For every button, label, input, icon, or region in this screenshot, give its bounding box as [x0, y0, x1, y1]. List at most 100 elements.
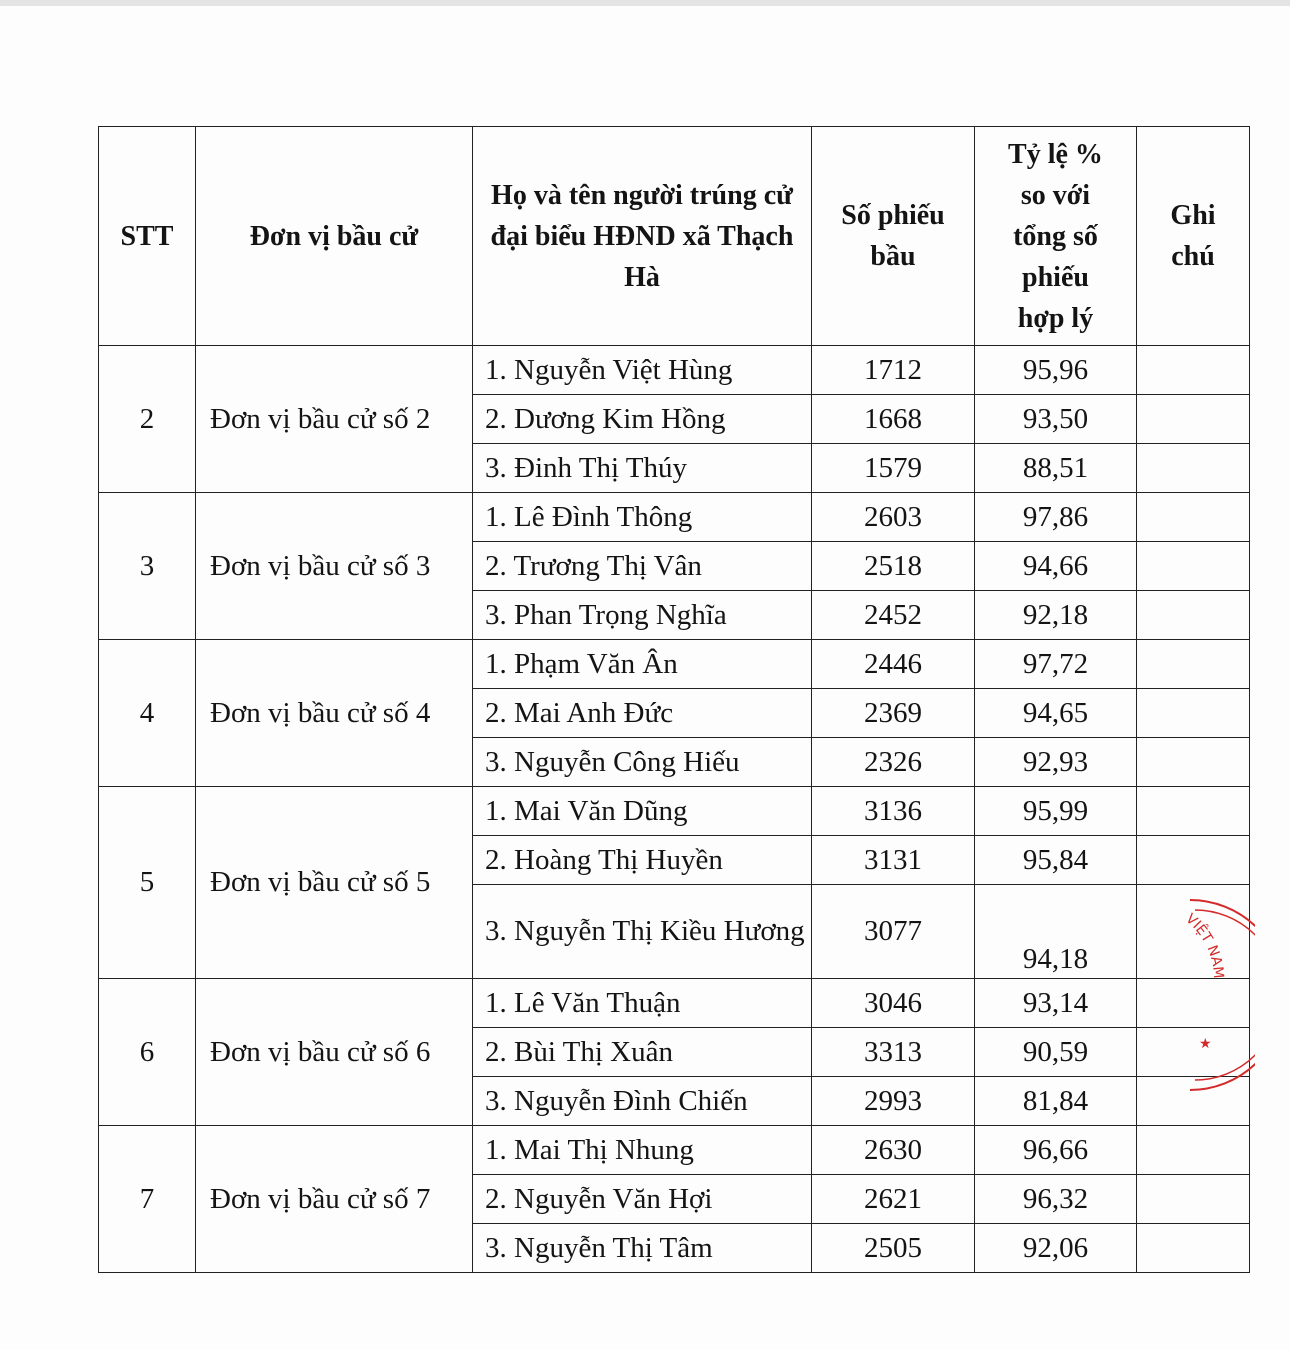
table-row: 2 Đơn vị bầu cử số 2 1. Nguyễn Việt Hùng 17… — [98, 345, 1250, 493]
unit-cell: Đơn vị bầu cử số 7 — [195, 1125, 473, 1273]
candidate-name: 3. Nguyễn Đình Chiến — [472, 1076, 812, 1126]
table-row: 3. Phan Trọng Nghĩa 2452 92,18 — [99, 590, 1250, 640]
percent-cell: 93,50 — [974, 394, 1137, 444]
note-cell — [1136, 541, 1250, 591]
percent-cell: 92,18 — [974, 590, 1137, 640]
note-cell — [1136, 443, 1250, 493]
table-row: 7 Đơn vị bầu cử số 7 1. Mai Thị Nhung 2630 9… — [98, 1125, 1250, 1273]
note-cell — [1136, 1223, 1250, 1273]
table-row: 5 Đơn vị bầu cử số 5 1. Mai Văn Dũng 3136 95… — [98, 786, 1250, 979]
percent-cell: 95,99 — [974, 786, 1137, 836]
candidate-name: 1. Mai Thị Nhung — [472, 1125, 812, 1175]
votes-cell: 2446 — [811, 639, 975, 689]
table-row: 3 Đơn vị bầu cử số 3 1. Lê Đình Thông 2603 9… — [98, 492, 1250, 640]
votes-cell: 2369 — [811, 688, 975, 738]
votes-cell: 1668 — [811, 394, 975, 444]
votes-cell: 1579 — [811, 443, 975, 493]
candidate-name: 3. Nguyễn Công Hiếu — [472, 737, 812, 787]
candidate-name: 1. Mai Văn Dũng — [472, 786, 812, 836]
note-cell — [1136, 786, 1250, 836]
table-row: 2. Bùi Thị Xuân 3313 90,59 — [99, 1027, 1250, 1077]
votes-cell: 2326 — [811, 737, 975, 787]
note-cell — [1136, 835, 1250, 885]
unit-cell: Đơn vị bầu cử số 2 — [195, 345, 473, 493]
votes-cell: 2993 — [811, 1076, 975, 1126]
percent-cell: 94,65 — [974, 688, 1137, 738]
votes-cell: 3313 — [811, 1027, 975, 1077]
votes-cell: 2505 — [811, 1223, 975, 1273]
table-row: 2. Mai Anh Đức 2369 94,65 — [99, 688, 1250, 738]
votes-cell: 1712 — [811, 345, 975, 395]
unit-cell: Đơn vị bầu cử số 4 — [195, 639, 473, 787]
percent-cell: 90,59 — [974, 1027, 1137, 1077]
stt-cell: 5 — [98, 786, 196, 979]
percent-cell: 97,86 — [974, 492, 1137, 542]
candidate-name: 2. Mai Anh Đức — [472, 688, 812, 738]
percent-cell: 96,32 — [974, 1174, 1137, 1224]
note-cell — [1136, 492, 1250, 542]
candidate-name: 3. Đinh Thị Thúy — [472, 443, 812, 493]
header-percent: Tỷ lệ % so với tổng số phiếu hợp lý — [974, 126, 1137, 346]
candidate-name: 3. Nguyễn Thị Tâm — [472, 1223, 812, 1273]
header-votes: Số phiếu bầu — [811, 126, 975, 346]
table-row: 2. Trương Thị Vân 2518 94,66 — [99, 541, 1250, 591]
table-row: 2. Hoàng Thị Huyền 3131 95,84 — [99, 835, 1250, 885]
election-results-table: STT Đơn vị bầu cử Họ và tên người trúng … — [98, 126, 1250, 1273]
table-row: 6 Đơn vị bầu cử số 6 1. Lê Văn Thuận 3046 93… — [98, 978, 1250, 1126]
percent-cell: 94,18 — [974, 884, 1137, 979]
votes-cell: 2630 — [811, 1125, 975, 1175]
percent-cell: 81,84 — [974, 1076, 1137, 1126]
votes-cell: 2621 — [811, 1174, 975, 1224]
votes-cell: 3131 — [811, 835, 975, 885]
votes-cell: 3046 — [811, 978, 975, 1028]
note-cell — [1136, 1125, 1250, 1175]
header-stt: STT — [98, 126, 196, 346]
candidate-name: 3. Phan Trọng Nghĩa — [472, 590, 812, 640]
stt-cell: 2 — [98, 345, 196, 493]
table-row: 3. Nguyễn Thị Kiều Hương 3077 94,18 — [99, 884, 1250, 979]
note-cell — [1136, 590, 1250, 640]
table-row: 3. Đinh Thị Thúy 1579 88,51 — [99, 443, 1250, 493]
votes-cell: 2452 — [811, 590, 975, 640]
table-row: 2. Nguyễn Văn Hợi 2621 96,32 — [99, 1174, 1250, 1224]
candidate-name: 1. Nguyễn Việt Hùng — [472, 345, 812, 395]
percent-cell: 96,66 — [974, 1125, 1137, 1175]
percent-cell: 95,84 — [974, 835, 1137, 885]
note-cell — [1136, 639, 1250, 689]
votes-cell: 2603 — [811, 492, 975, 542]
note-cell — [1136, 737, 1250, 787]
note-cell — [1136, 978, 1250, 1028]
stt-cell: 3 — [98, 492, 196, 640]
header-unit: Đơn vị bầu cử — [195, 126, 473, 346]
candidate-name: 1. Phạm Văn Ân — [472, 639, 812, 689]
star-icon: ★ — [1199, 1037, 1212, 1052]
percent-cell: 92,93 — [974, 737, 1137, 787]
note-cell — [1136, 1027, 1250, 1077]
red-seal-stamp: VIỆT NAM ★ — [1182, 899, 1255, 1091]
table-row: 3. Nguyễn Thị Tâm 2505 92,06 — [99, 1223, 1250, 1273]
percent-cell: 97,72 — [974, 639, 1137, 689]
candidate-name: 1. Lê Văn Thuận — [472, 978, 812, 1028]
note-cell — [1136, 345, 1250, 395]
unit-cell: Đơn vị bầu cử số 6 — [195, 978, 473, 1126]
candidate-name: 3. Nguyễn Thị Kiều Hương — [472, 884, 812, 979]
table-header-row: STT Đơn vị bầu cử Họ và tên người trúng … — [98, 126, 1250, 346]
percent-cell: 93,14 — [974, 978, 1137, 1028]
candidate-name: 2. Trương Thị Vân — [472, 541, 812, 591]
votes-cell: 2518 — [811, 541, 975, 591]
candidate-name: 2. Bùi Thị Xuân — [472, 1027, 812, 1077]
votes-cell: 3136 — [811, 786, 975, 836]
stt-cell: 6 — [98, 978, 196, 1126]
header-note: Ghi chú — [1136, 126, 1250, 346]
percent-cell: 95,96 — [974, 345, 1137, 395]
candidate-name: 2. Dương Kim Hồng — [472, 394, 812, 444]
note-cell — [1136, 1174, 1250, 1224]
candidate-name: 2. Hoàng Thị Huyền — [472, 835, 812, 885]
percent-cell: 88,51 — [974, 443, 1137, 493]
note-cell — [1136, 394, 1250, 444]
table-row: 4 Đơn vị bầu cử số 4 1. Phạm Văn Ân 2446 97,… — [98, 639, 1250, 787]
votes-cell: 3077 — [811, 884, 975, 979]
scan-top-edge — [0, 0, 1290, 6]
stt-cell: 7 — [98, 1125, 196, 1273]
stt-cell: 4 — [98, 639, 196, 787]
